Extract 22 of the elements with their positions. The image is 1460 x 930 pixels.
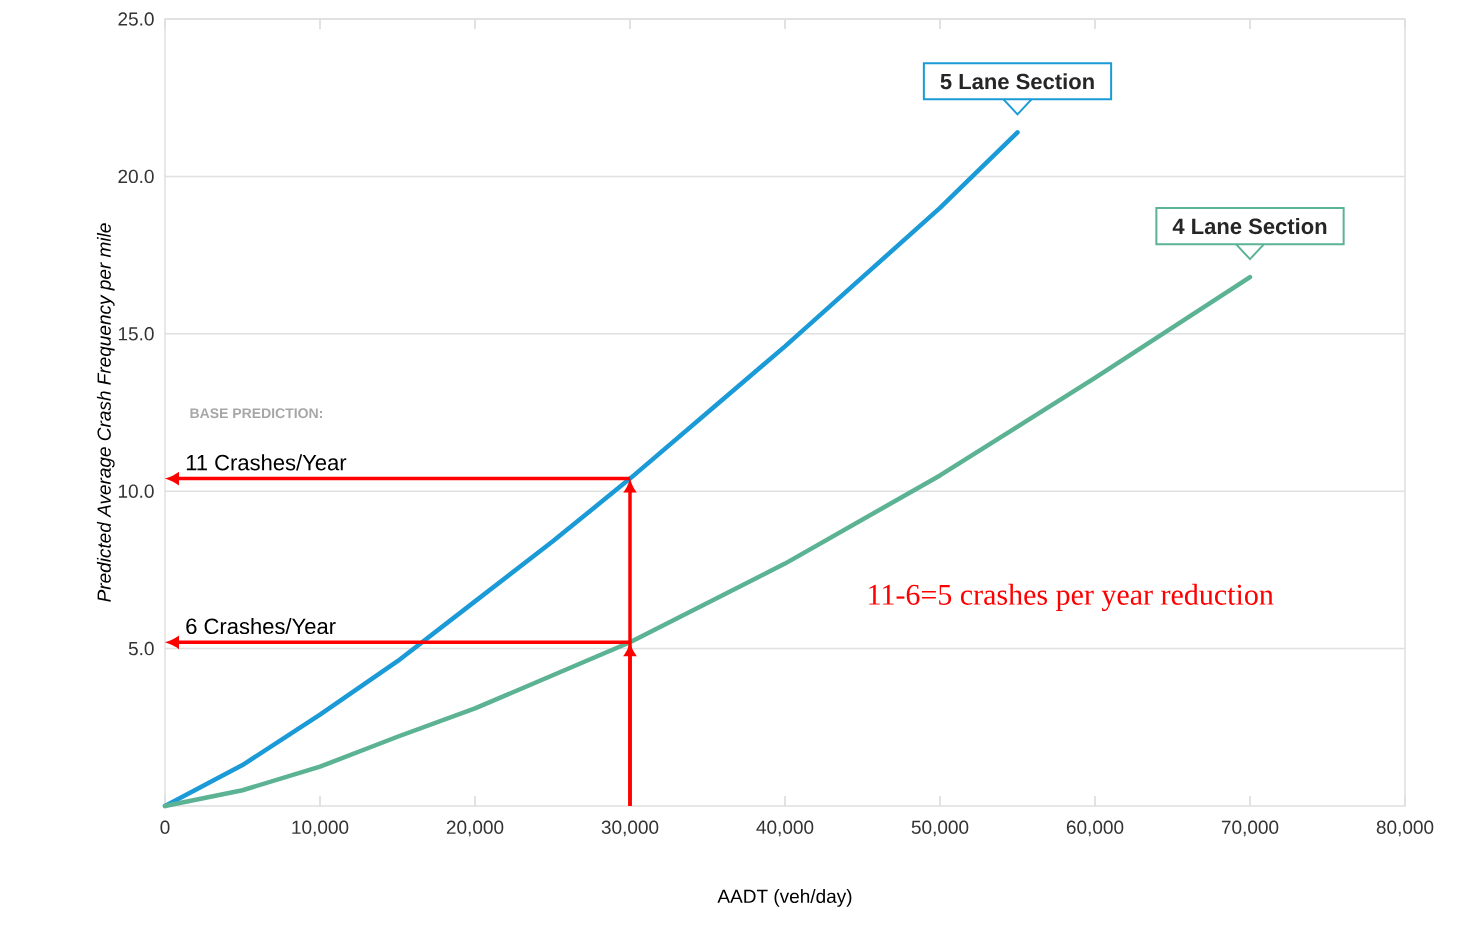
y-tick-label: 20.0 bbox=[118, 169, 154, 184]
y-axis-title: Predicted Average Crash Frequency per mile bbox=[96, 223, 115, 602]
text: 5 Lane Section bbox=[940, 73, 1094, 90]
x-tick-label: 10,000 bbox=[292, 820, 349, 837]
x-tick-label: 20,000 bbox=[446, 820, 504, 837]
x-axis-title: AADT (veh/day) bbox=[717, 889, 852, 907]
x-tick-label: 40,000 bbox=[756, 820, 814, 837]
x-tick-label: 0 bbox=[160, 820, 170, 834]
annotation: BASE PREDICTION: bbox=[190, 408, 322, 419]
x-tick-label: 50,000 bbox=[911, 820, 969, 837]
x-tick-label: 70,000 bbox=[1221, 820, 1279, 837]
y-tick-label: 25.0 bbox=[118, 12, 154, 26]
annotation: 11 Crashes/Year bbox=[186, 454, 347, 471]
annotation: 11-6=5 crashes per year reduction bbox=[869, 583, 1274, 612]
y-tick-label: 5.0 bbox=[128, 641, 154, 656]
y-tick-label: 10.0 bbox=[118, 484, 154, 498]
y-tick-label: 15.0 bbox=[118, 327, 154, 341]
x-tick-label: 30,000 bbox=[601, 820, 659, 837]
text: 4 Lane Section bbox=[1172, 217, 1327, 235]
x-tick-label: 60,000 bbox=[1066, 820, 1124, 837]
x-tick-label: 80,000 bbox=[1376, 820, 1434, 837]
annotation: 6 Crashes/Year bbox=[186, 617, 336, 635]
